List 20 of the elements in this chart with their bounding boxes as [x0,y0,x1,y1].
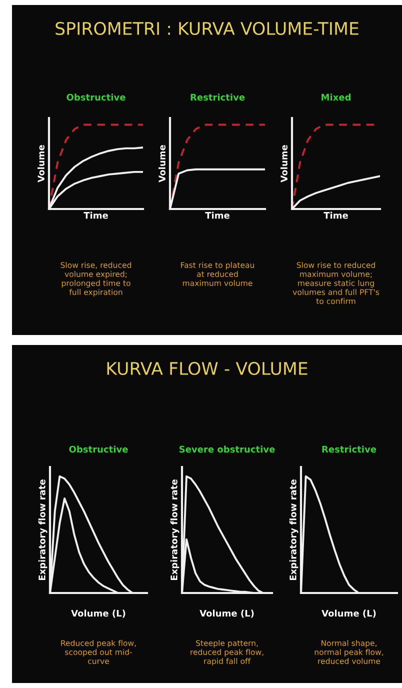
y-axis-title: Volume [280,145,288,182]
text: SPIROMETRI : KURVA VOLUME-TIME [56,22,358,36]
y-axis-title: Volume [37,145,44,182]
y-axis-title: Expiratory flow rate [38,480,48,580]
chart-title: Obstructive [69,446,128,453]
x-axis-title: Volume (L) [322,610,376,618]
y-axis-title: Expiratory flow rate [170,480,180,580]
chart-title: Severe obstructive [179,446,275,453]
chart-title: Mixed [322,94,350,101]
chart-title: Obstructive [66,94,126,101]
chart-title: Restrictive [190,94,245,101]
chart-title: Restrictive [322,446,376,453]
x-axis-title: Time [205,212,230,219]
text: KURVA FLOW - VOLUME [107,362,308,376]
x-axis-title: Volume (L) [200,610,254,618]
y-axis-title: Expiratory flow rate [289,480,298,580]
x-axis-title: Time [84,212,108,219]
y-axis-title: Volume [158,145,166,182]
x-axis-title: Time [324,212,348,219]
x-axis-title: Volume (L) [71,610,126,618]
